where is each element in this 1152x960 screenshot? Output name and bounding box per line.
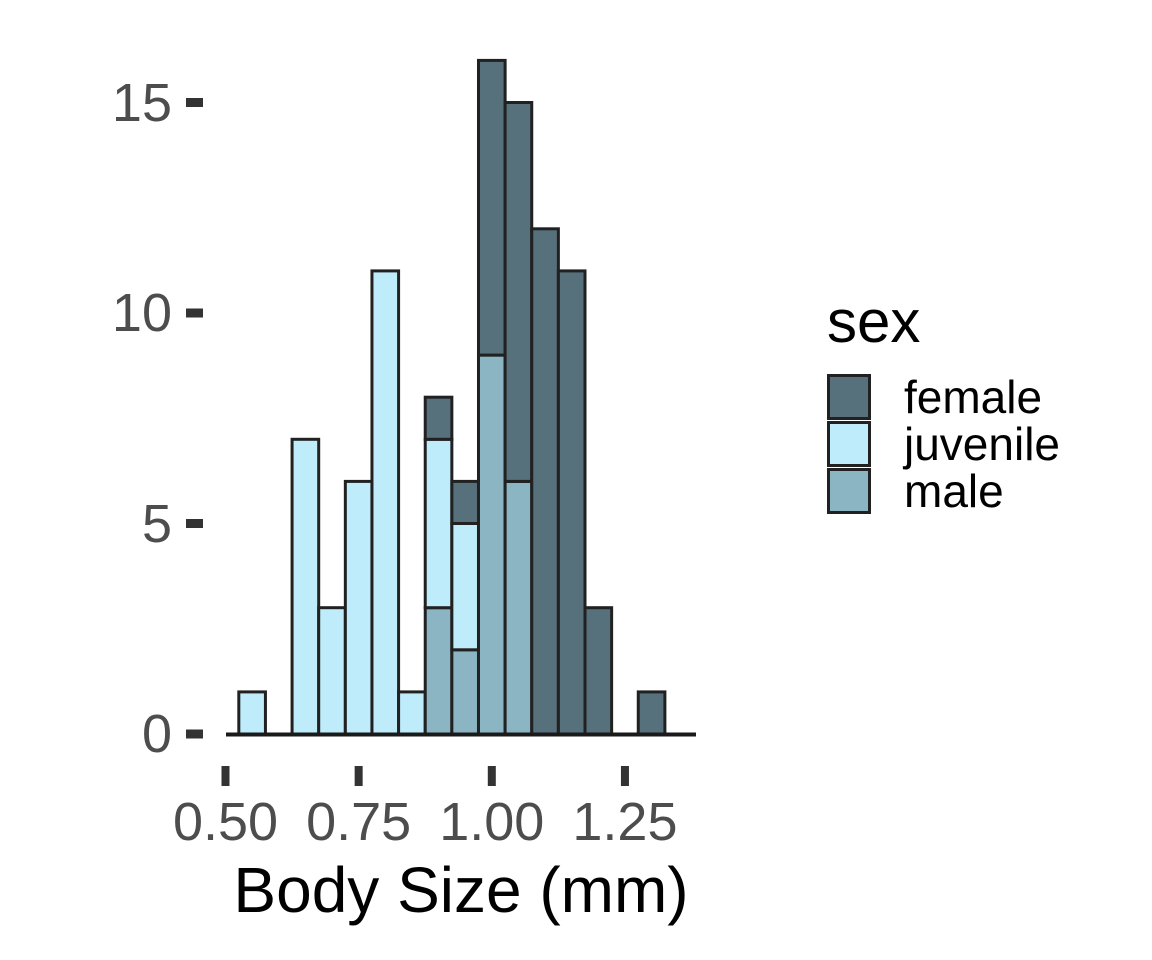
x-tick-label: 1.25 bbox=[572, 792, 678, 852]
bar-segment-female bbox=[450, 479, 480, 525]
legend-swatch-male bbox=[827, 468, 871, 514]
y-tick-mark bbox=[186, 519, 203, 528]
legend-entry-male: male bbox=[827, 468, 1060, 514]
bar-segment-male bbox=[450, 648, 480, 736]
bar-segment-female bbox=[476, 58, 507, 357]
bar-segment-juvenile bbox=[343, 479, 374, 736]
x-tick-mark bbox=[221, 766, 230, 786]
bar-segment-juvenile bbox=[290, 437, 321, 736]
legend-entries: female juvenile male bbox=[827, 374, 1060, 514]
bar-segment-juvenile bbox=[370, 269, 401, 736]
bar-segment-female bbox=[636, 690, 667, 736]
legend-swatch-juvenile bbox=[827, 421, 871, 467]
bar-segment-male bbox=[423, 606, 454, 736]
x-tick-label: 1.00 bbox=[439, 792, 545, 852]
bar-segment-female bbox=[423, 395, 454, 441]
bar-segment-male bbox=[476, 353, 507, 736]
y-tick-mark bbox=[186, 98, 203, 107]
bar-segment-male bbox=[503, 479, 534, 736]
legend-label: juvenile bbox=[904, 418, 1060, 470]
y-tick-label: 15 bbox=[111, 72, 172, 133]
y-tick-mark bbox=[186, 308, 203, 318]
legend-swatch-female bbox=[827, 374, 871, 420]
x-axis-line bbox=[226, 732, 696, 737]
legend: sex female juvenile male bbox=[827, 290, 1060, 515]
bar-segment-juvenile bbox=[317, 606, 347, 736]
legend-label: female bbox=[904, 371, 1043, 423]
y-tick-mark bbox=[186, 729, 203, 739]
y-tick-label: 0 bbox=[141, 704, 172, 764]
legend-label: male bbox=[904, 465, 1004, 517]
legend-entry-female: female bbox=[827, 374, 1060, 420]
bar-segment-female bbox=[503, 101, 534, 483]
bar-segment-juvenile bbox=[397, 690, 427, 736]
bar-segment-juvenile bbox=[423, 437, 454, 610]
x-tick-mark bbox=[487, 766, 496, 786]
x-tick-mark bbox=[354, 766, 363, 786]
bar-segment-female bbox=[583, 606, 614, 736]
bar-segment-female bbox=[530, 227, 560, 736]
y-tick-label: 5 bbox=[141, 493, 172, 554]
x-tick-mark bbox=[620, 766, 629, 786]
x-tick-label: 0.50 bbox=[172, 792, 279, 852]
bar-segment-juvenile bbox=[450, 522, 480, 652]
legend-entry-juvenile: juvenile bbox=[827, 421, 1060, 467]
x-axis-title: Body Size (mm) bbox=[233, 854, 689, 926]
legend-title: sex bbox=[827, 288, 921, 355]
x-tick-label: 0.75 bbox=[306, 792, 412, 852]
y-tick-label: 10 bbox=[111, 283, 172, 343]
bar-segment-female bbox=[556, 269, 587, 736]
bar-segment-juvenile bbox=[237, 690, 267, 736]
